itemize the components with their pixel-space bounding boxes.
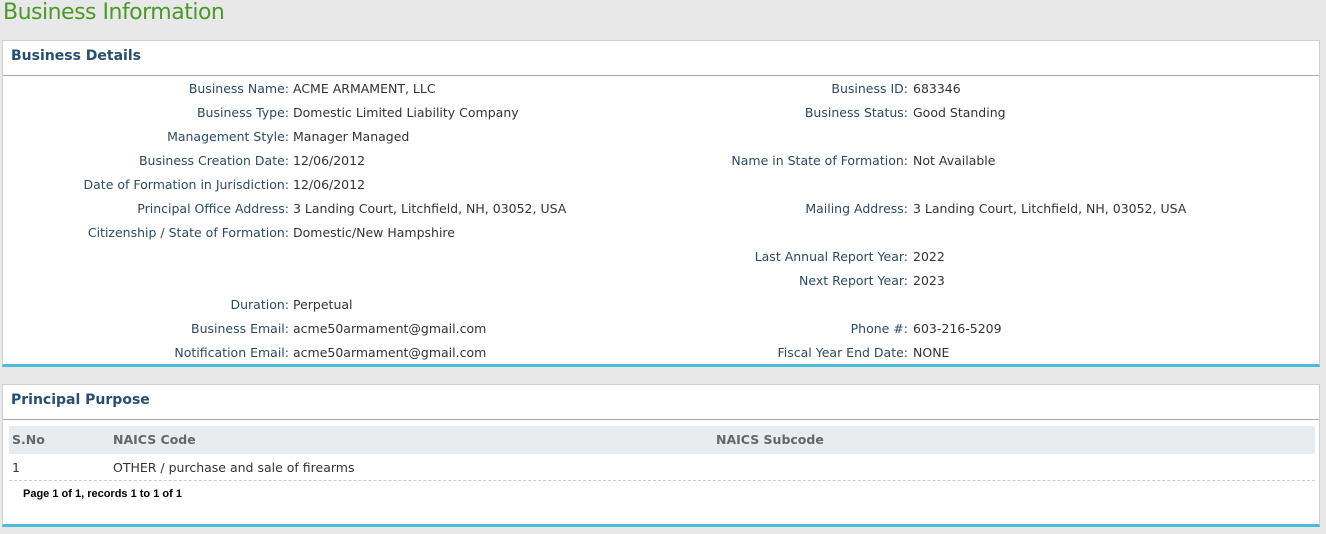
detail-row: Citizenship / State of Formation: Domesti… [3,221,1319,245]
business-details-panel: Business Details Business Name: ACME ARMA… [2,40,1320,367]
column-header-sno[interactable]: S.No [12,432,45,447]
field-label: Phone #: [850,321,908,336]
table-header: S.No NAICS Code NAICS Subcode [9,426,1315,454]
field-value: 3 Landing Court, Litchfield, NH, 03052, … [913,201,1187,216]
panel-header: Business Details [3,41,1319,76]
field-value: Domestic/New Hampshire [293,225,455,240]
cell-naics-code: OTHER / purchase and sale of firearms [113,460,355,475]
field-label: Business Email: [191,321,289,336]
principal-purpose-panel: Principal Purpose S.No NAICS Code NAICS … [2,384,1320,527]
field-value: 2023 [913,273,945,288]
field-value: acme50armament@gmail.com [293,345,487,360]
detail-row: Next Report Year: 2023 [3,269,1319,293]
table-row: 1 OTHER / purchase and sale of firearms [9,455,1315,481]
field-value: Domestic Limited Liability Company [293,105,519,120]
field-label: Next Report Year: [799,273,908,288]
field-value: 3 Landing Court, Litchfield, NH, 03052, … [293,201,567,216]
page-title: Business Information [3,0,225,25]
field-label: Duration: [230,297,289,312]
field-value: 2022 [913,249,945,264]
field-label: Last Annual Report Year: [754,249,908,264]
field-value: 603-216-5209 [913,321,1002,336]
detail-row: Principal Office Address: 3 Landing Court… [3,197,1319,221]
detail-row: Business Email: acme50armament@gmail.com P… [3,317,1319,341]
pagination-info: Page 1 of 1, records 1 to 1 of 1 [23,488,182,500]
detail-row: Business Name: ACME ARMAMENT, LLC Business… [3,77,1319,101]
panel-header: Principal Purpose [3,385,1319,420]
column-header-naics-code[interactable]: NAICS Code [113,432,196,447]
field-label: Business ID: [831,81,908,96]
column-header-naics-subcode[interactable]: NAICS Subcode [716,432,824,447]
field-value: ACME ARMAMENT, LLC [293,81,436,96]
field-value: NONE [913,345,950,360]
detail-row: Business Type: Domestic Limited Liability… [3,101,1319,125]
field-value: Manager Managed [293,129,410,144]
detail-row: Notification Email: acme50armament@gmail.… [3,341,1319,365]
field-value: 12/06/2012 [293,153,366,168]
field-value: acme50armament@gmail.com [293,321,487,336]
cell-sno: 1 [12,460,20,475]
detail-row: Business Creation Date: 12/06/2012 Name in… [3,149,1319,173]
field-label: Date of Formation in Jurisdiction: [83,177,289,192]
detail-row: Management Style: Manager Managed [3,125,1319,149]
field-label: Business Creation Date: [138,153,289,168]
field-label: Business Status: [804,105,908,120]
field-label: Business Name: [188,81,289,96]
detail-row: Date of Formation in Jurisdiction: 12/06/… [3,173,1319,197]
field-value: 12/06/2012 [293,177,366,192]
field-value: Perpetual [293,297,353,312]
field-label: Mailing Address: [805,201,908,216]
field-label: Name in State of Formation: [731,153,908,168]
detail-row: Duration: Perpetual [3,293,1319,317]
field-value: Good Standing [913,105,1006,120]
field-label: Citizenship / State of Formation: [87,225,289,240]
field-label: Business Type: [196,105,289,120]
field-label: Notification Email: [174,345,289,360]
field-label: Fiscal Year End Date: [777,345,909,360]
field-value: Not Available [913,153,996,168]
field-label: Principal Office Address: [137,201,289,216]
field-label: Management Style: [167,129,289,144]
detail-row: Last Annual Report Year: 2022 [3,245,1319,269]
field-value: 683346 [913,81,961,96]
